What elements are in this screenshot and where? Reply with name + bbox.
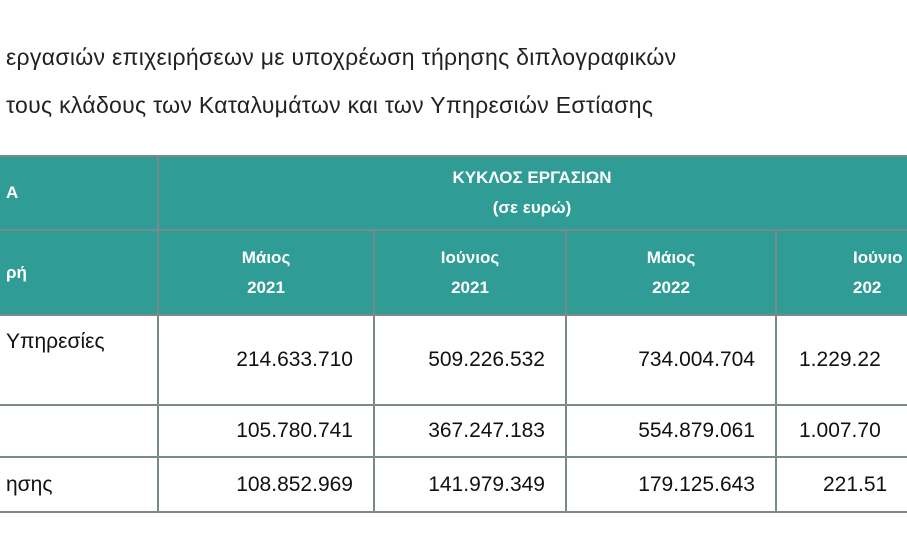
cell: 179.125.643 (565, 456, 777, 513)
cell: 554.879.061 (565, 404, 777, 458)
header-text: ΚΥΚΛΟΣ ΕΡΓΑΣΙΩΝ (452, 168, 612, 187)
header-cell: ΚΥΚΛΟΣ ΕΡΓΑΣΙΩΝ (σε ευρώ) (156, 155, 907, 231)
cell: 509.226.532 (373, 314, 567, 406)
cell: 214.633.710 (157, 314, 375, 406)
header-text: 202 (853, 277, 882, 297)
header-cell: Μάιος 2021 (157, 229, 375, 316)
header-text: 2021 (451, 277, 489, 297)
cell: 141.979.349 (373, 456, 567, 513)
row-label: Υπηρεσίες (0, 314, 159, 406)
title-line: εργασιών επιχειρήσεων με υποχρέωση τήρησ… (6, 44, 677, 70)
table: Α ΚΥΚΛΟΣ ΕΡΓΑΣΙΩΝ (σε ευρώ) ρή Μάιος 2021 … (0, 155, 907, 513)
header-cell: Μάιος 2022 (565, 229, 777, 316)
header-cell: ρή (0, 229, 159, 316)
header-cell: Ιούνιος 2021 (373, 229, 567, 316)
header-text: 2022 (652, 277, 690, 297)
cell: 1.229.22 (774, 314, 907, 406)
cell: 367.247.183 (373, 404, 567, 458)
title-line: τους κλάδους των Καταλυμάτων και των Υπη… (6, 92, 654, 118)
header-text: Ιούνιο (853, 247, 903, 267)
header-cell: Ιούνιο 202 (774, 229, 907, 316)
cell: 734.004.704 (565, 314, 777, 406)
header-text: Ιούνιος (440, 247, 500, 267)
header-text: (σε ευρώ) (492, 198, 572, 217)
cell: 105.780.741 (157, 404, 375, 458)
header-text: Μάιος (646, 247, 696, 267)
cell: 108.852.969 (157, 456, 375, 513)
cell: 221.51 (774, 456, 907, 513)
row-label (0, 404, 159, 458)
header-cell: Α (0, 155, 159, 231)
header-text: 2021 (247, 277, 285, 297)
row-label: ησης (0, 456, 159, 513)
cell: 1.007.70 (774, 404, 907, 458)
header-text: Μάιος (241, 247, 291, 267)
